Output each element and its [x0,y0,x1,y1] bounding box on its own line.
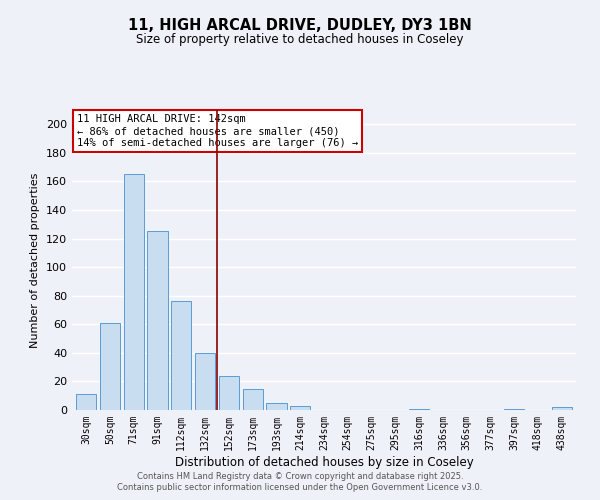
Bar [148,232,167,410]
Bar [242,388,263,410]
Text: Contains HM Land Registry data © Crown copyright and database right 2025.: Contains HM Land Registry data © Crown c… [137,472,463,481]
Bar [290,406,310,410]
Text: Size of property relative to detached houses in Coseley: Size of property relative to detached ho… [136,32,464,46]
Bar [409,408,429,410]
Bar [124,174,144,410]
Bar [504,408,524,410]
Bar [266,403,287,410]
Bar [551,407,572,410]
Bar [219,376,239,410]
X-axis label: Distribution of detached houses by size in Coseley: Distribution of detached houses by size … [175,456,473,468]
Text: 11, HIGH ARCAL DRIVE, DUDLEY, DY3 1BN: 11, HIGH ARCAL DRIVE, DUDLEY, DY3 1BN [128,18,472,32]
Bar [76,394,97,410]
Y-axis label: Number of detached properties: Number of detached properties [31,172,40,348]
Text: 11 HIGH ARCAL DRIVE: 142sqm
← 86% of detached houses are smaller (450)
14% of se: 11 HIGH ARCAL DRIVE: 142sqm ← 86% of det… [77,114,358,148]
Text: Contains public sector information licensed under the Open Government Licence v3: Contains public sector information licen… [118,484,482,492]
Bar [171,302,191,410]
Bar [100,323,120,410]
Bar [195,353,215,410]
